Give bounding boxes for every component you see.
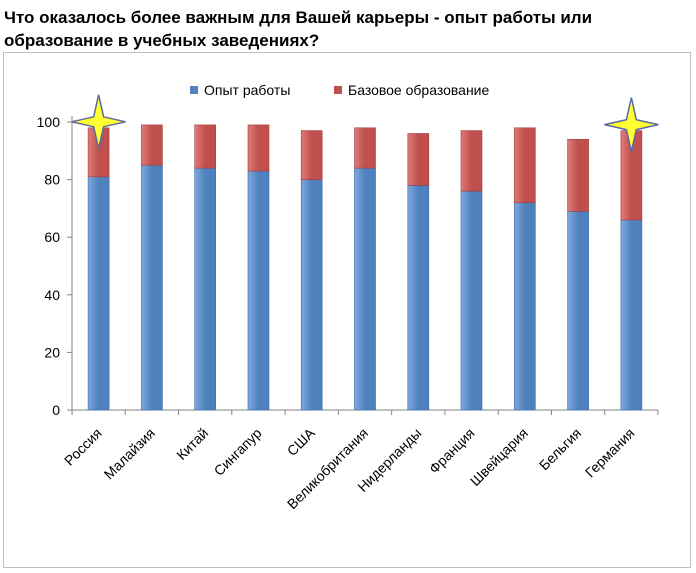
y-tick-label: 100 <box>37 114 61 130</box>
x-category-label: Бельгия <box>536 425 584 473</box>
x-category-label: Франция <box>426 425 478 477</box>
bar-work-experience <box>407 185 430 411</box>
x-category-label: Сингапур <box>211 425 265 479</box>
bar-basic-education <box>513 127 536 204</box>
y-tick-label: 60 <box>44 229 60 245</box>
legend-swatch <box>334 86 342 94</box>
x-category-label: США <box>284 424 319 459</box>
x-category-label: Китай <box>173 425 211 463</box>
bar-work-experience <box>567 211 589 411</box>
bar-work-experience <box>620 219 643 411</box>
x-category-label: Швейцария <box>467 425 531 489</box>
y-tick-label: 0 <box>52 402 60 418</box>
bar-work-experience <box>247 170 270 411</box>
y-tick-label: 40 <box>44 287 60 303</box>
legend-label: Базовое образование <box>348 82 489 98</box>
legend-label: Опыт работы <box>204 82 290 98</box>
bar-work-experience <box>300 179 323 411</box>
y-tick-label: 80 <box>44 172 60 188</box>
bar-basic-education <box>300 130 323 180</box>
bar-work-experience <box>87 176 110 411</box>
bar-basic-education <box>194 124 216 169</box>
x-category-label: Германия <box>582 425 638 481</box>
bar-basic-education <box>354 127 376 169</box>
question-title: Что оказалось более важным для Вашей кар… <box>4 8 593 50</box>
bar-basic-education <box>460 130 483 192</box>
bar-work-experience <box>141 164 163 411</box>
bar-work-experience <box>194 167 216 411</box>
bar-basic-education <box>247 124 270 172</box>
legend-swatch <box>190 86 198 94</box>
y-tick-label: 20 <box>44 344 60 360</box>
highlight-star-icon <box>604 97 659 152</box>
x-category-label: Малайзия <box>101 425 158 482</box>
bar-work-experience <box>354 167 376 411</box>
x-category-label: Россия <box>61 425 105 469</box>
bar-basic-education <box>407 133 430 186</box>
bar-work-experience <box>513 202 536 411</box>
highlight-star-icon <box>71 94 126 149</box>
bar-basic-education <box>141 124 163 166</box>
bar-work-experience <box>460 190 483 411</box>
bar-basic-education <box>567 139 589 212</box>
